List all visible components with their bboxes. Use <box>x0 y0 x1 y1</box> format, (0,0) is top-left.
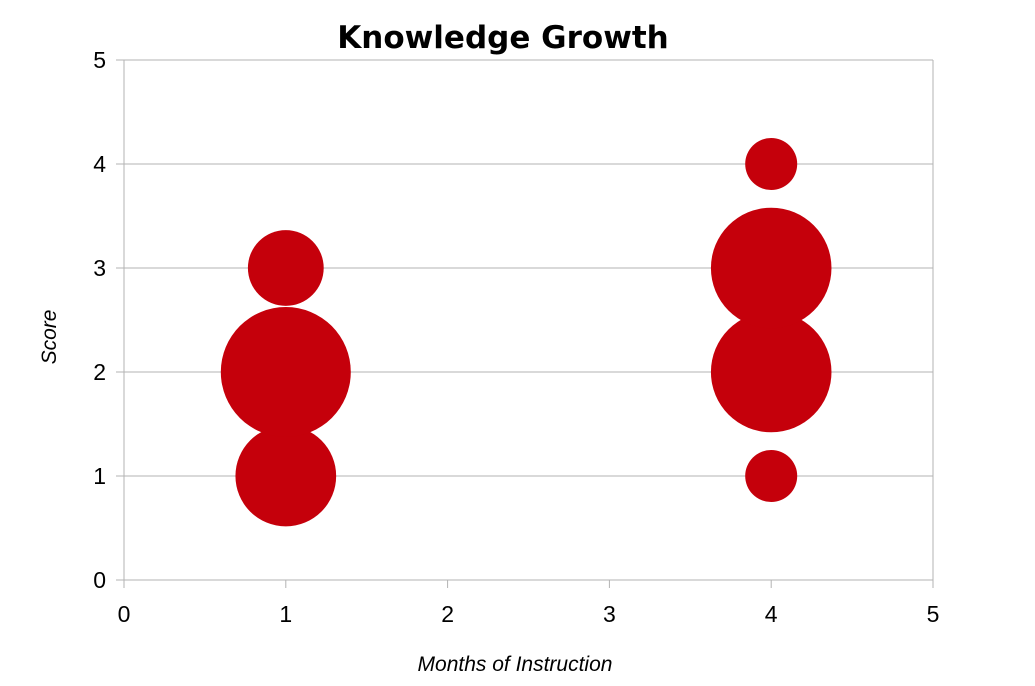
y-tick-label: 2 <box>93 359 106 385</box>
bubble <box>745 450 798 502</box>
bubble <box>710 207 832 329</box>
y-tick-label: 3 <box>93 255 106 281</box>
axes <box>116 59 934 588</box>
x-tick-labels: 0 1 2 3 4 5 <box>118 601 940 627</box>
y-tick-label: 4 <box>93 151 106 177</box>
y-tick-label: 1 <box>93 463 106 489</box>
y-tick-label: 5 <box>93 47 106 73</box>
y-tick-label: 0 <box>93 567 106 593</box>
bubble <box>235 425 337 527</box>
x-tick-label: 0 <box>118 601 131 627</box>
x-axis-label: Months of Instruction <box>418 653 613 676</box>
bubble <box>220 307 351 437</box>
x-tick-label: 4 <box>765 601 778 627</box>
bubble <box>247 230 324 306</box>
x-tick-label: 1 <box>279 601 292 627</box>
x-tick-label: 3 <box>603 601 616 627</box>
y-tick-labels: 0 1 2 3 4 5 <box>93 47 106 593</box>
bubble <box>710 311 832 433</box>
y-axis-label: Score <box>38 310 61 365</box>
bubbles <box>220 138 832 527</box>
chart-title: Knowledge Growth <box>337 20 668 56</box>
x-tick-label: 5 <box>927 601 940 627</box>
bubble <box>745 138 798 190</box>
x-tick-label: 2 <box>441 601 454 627</box>
